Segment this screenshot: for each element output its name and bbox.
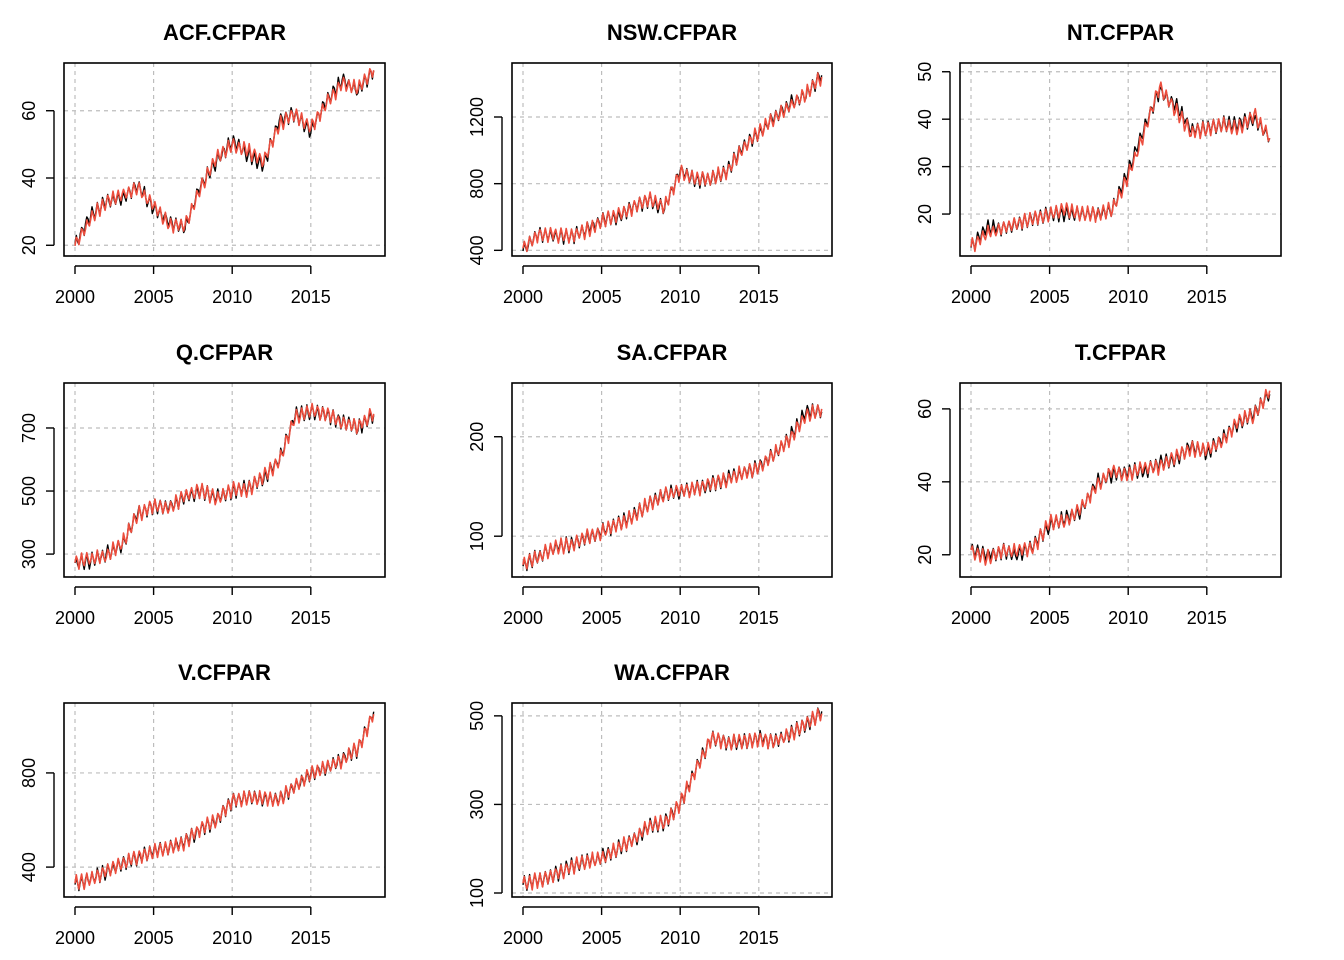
x-tick-label: 2000 [503, 287, 543, 307]
x-tick-label: 2005 [582, 287, 622, 307]
chart-panel: NT.CFPAR 2000 2005 2010 2015 20 30 40 50 [915, 20, 1282, 307]
panel-title: SA.CFPAR [617, 340, 728, 365]
y-tick-label: 60 [19, 101, 39, 121]
plot-frame [63, 62, 386, 257]
x-tick-label: 2015 [291, 608, 331, 628]
y-tick-label: 200 [467, 422, 487, 452]
series-fitted-line [74, 713, 375, 891]
x-tick-label: 2015 [739, 608, 779, 628]
chart-panel: T.CFPAR 2000 2005 2010 2015 20 40 60 [915, 340, 1282, 628]
x-tick-label: 2010 [660, 608, 700, 628]
x-tick-label: 2000 [503, 608, 543, 628]
y-tick-label: 1200 [467, 97, 487, 137]
y-tick-label: 800 [467, 169, 487, 199]
plot-frame [959, 62, 1282, 257]
panel-title: T.CFPAR [1075, 340, 1166, 365]
x-tick-label: 2015 [291, 928, 331, 948]
x-tick-label: 2010 [660, 287, 700, 307]
x-tick-label: 2005 [1030, 287, 1070, 307]
series-fitted-line [522, 707, 823, 891]
plot-frame [511, 702, 833, 898]
chart-panel: ACF.CFPAR 2000 2005 2010 2015 20 40 60 [19, 20, 386, 307]
x-tick-label: 2005 [582, 608, 622, 628]
panel-title: ACF.CFPAR [163, 20, 286, 45]
y-tick-label: 100 [467, 878, 487, 908]
y-tick-label: 300 [467, 789, 487, 819]
series-actual-line [522, 707, 823, 891]
y-tick-label: 500 [19, 476, 39, 506]
x-tick-label: 2010 [212, 928, 252, 948]
x-tick-label: 2000 [503, 928, 543, 948]
y-tick-label: 300 [19, 539, 39, 569]
chart-panel: WA.CFPAR 2000 2005 2010 2015 100 300 500 [467, 660, 833, 948]
y-tick-label: 20 [915, 545, 935, 565]
chart-panel: NSW.CFPAR 2000 2005 2010 2015 400 800 1200 [467, 20, 833, 307]
x-tick-label: 2000 [55, 608, 95, 628]
x-tick-label: 2010 [1108, 608, 1148, 628]
x-tick-label: 2005 [134, 928, 174, 948]
x-tick-label: 2000 [951, 287, 991, 307]
y-tick-label: 100 [467, 521, 487, 551]
series-fitted-line [970, 81, 1271, 253]
y-tick-label: 700 [19, 413, 39, 443]
panel-title: V.CFPAR [178, 660, 271, 685]
chart-panel: V.CFPAR 2000 2005 2010 2015 400 800 [19, 660, 386, 948]
x-tick-label: 2000 [55, 928, 95, 948]
y-tick-label: 40 [915, 109, 935, 129]
y-tick-label: 400 [19, 852, 39, 882]
series-actual-line [522, 71, 823, 253]
plot-frame [511, 62, 833, 257]
series-fitted-line [970, 388, 1271, 566]
y-tick-label: 60 [915, 399, 935, 419]
plot-frame [511, 382, 833, 578]
x-tick-label: 2000 [951, 608, 991, 628]
y-tick-label: 30 [915, 157, 935, 177]
chart-panel: Q.CFPAR 2000 2005 2010 2015 300 500 700 [19, 340, 386, 628]
x-tick-label: 2010 [212, 608, 252, 628]
series-fitted-line [74, 402, 375, 571]
x-tick-label: 2010 [212, 287, 252, 307]
plot-frame [63, 702, 386, 898]
series-fitted-line [522, 404, 823, 570]
y-tick-label: 20 [19, 235, 39, 255]
panel-title: NSW.CFPAR [607, 20, 737, 45]
x-tick-label: 2010 [660, 928, 700, 948]
x-tick-label: 2005 [582, 928, 622, 948]
x-tick-label: 2015 [1187, 287, 1227, 307]
x-tick-label: 2015 [1187, 608, 1227, 628]
x-tick-label: 2015 [739, 287, 779, 307]
series-fitted-line [522, 72, 823, 253]
y-tick-label: 20 [915, 204, 935, 224]
panel-title: WA.CFPAR [614, 660, 730, 685]
x-tick-label: 2005 [1030, 608, 1070, 628]
x-tick-label: 2005 [134, 287, 174, 307]
x-tick-label: 2000 [55, 287, 95, 307]
chart-panel: SA.CFPAR 2000 2005 2010 2015 100 200 [467, 340, 833, 628]
x-tick-label: 2015 [739, 928, 779, 948]
x-tick-label: 2010 [1108, 287, 1148, 307]
plot-frame [63, 382, 386, 578]
y-tick-label: 40 [915, 472, 935, 492]
y-tick-label: 500 [467, 701, 487, 731]
panel-title: Q.CFPAR [176, 340, 273, 365]
series-fitted-line [74, 68, 375, 246]
y-tick-label: 800 [19, 758, 39, 788]
x-tick-label: 2015 [291, 287, 331, 307]
plot-frame [959, 382, 1282, 578]
y-tick-label: 40 [19, 168, 39, 188]
panel-title: NT.CFPAR [1067, 20, 1174, 45]
y-tick-label: 400 [467, 235, 487, 265]
y-tick-label: 50 [915, 62, 935, 82]
x-tick-label: 2005 [134, 608, 174, 628]
